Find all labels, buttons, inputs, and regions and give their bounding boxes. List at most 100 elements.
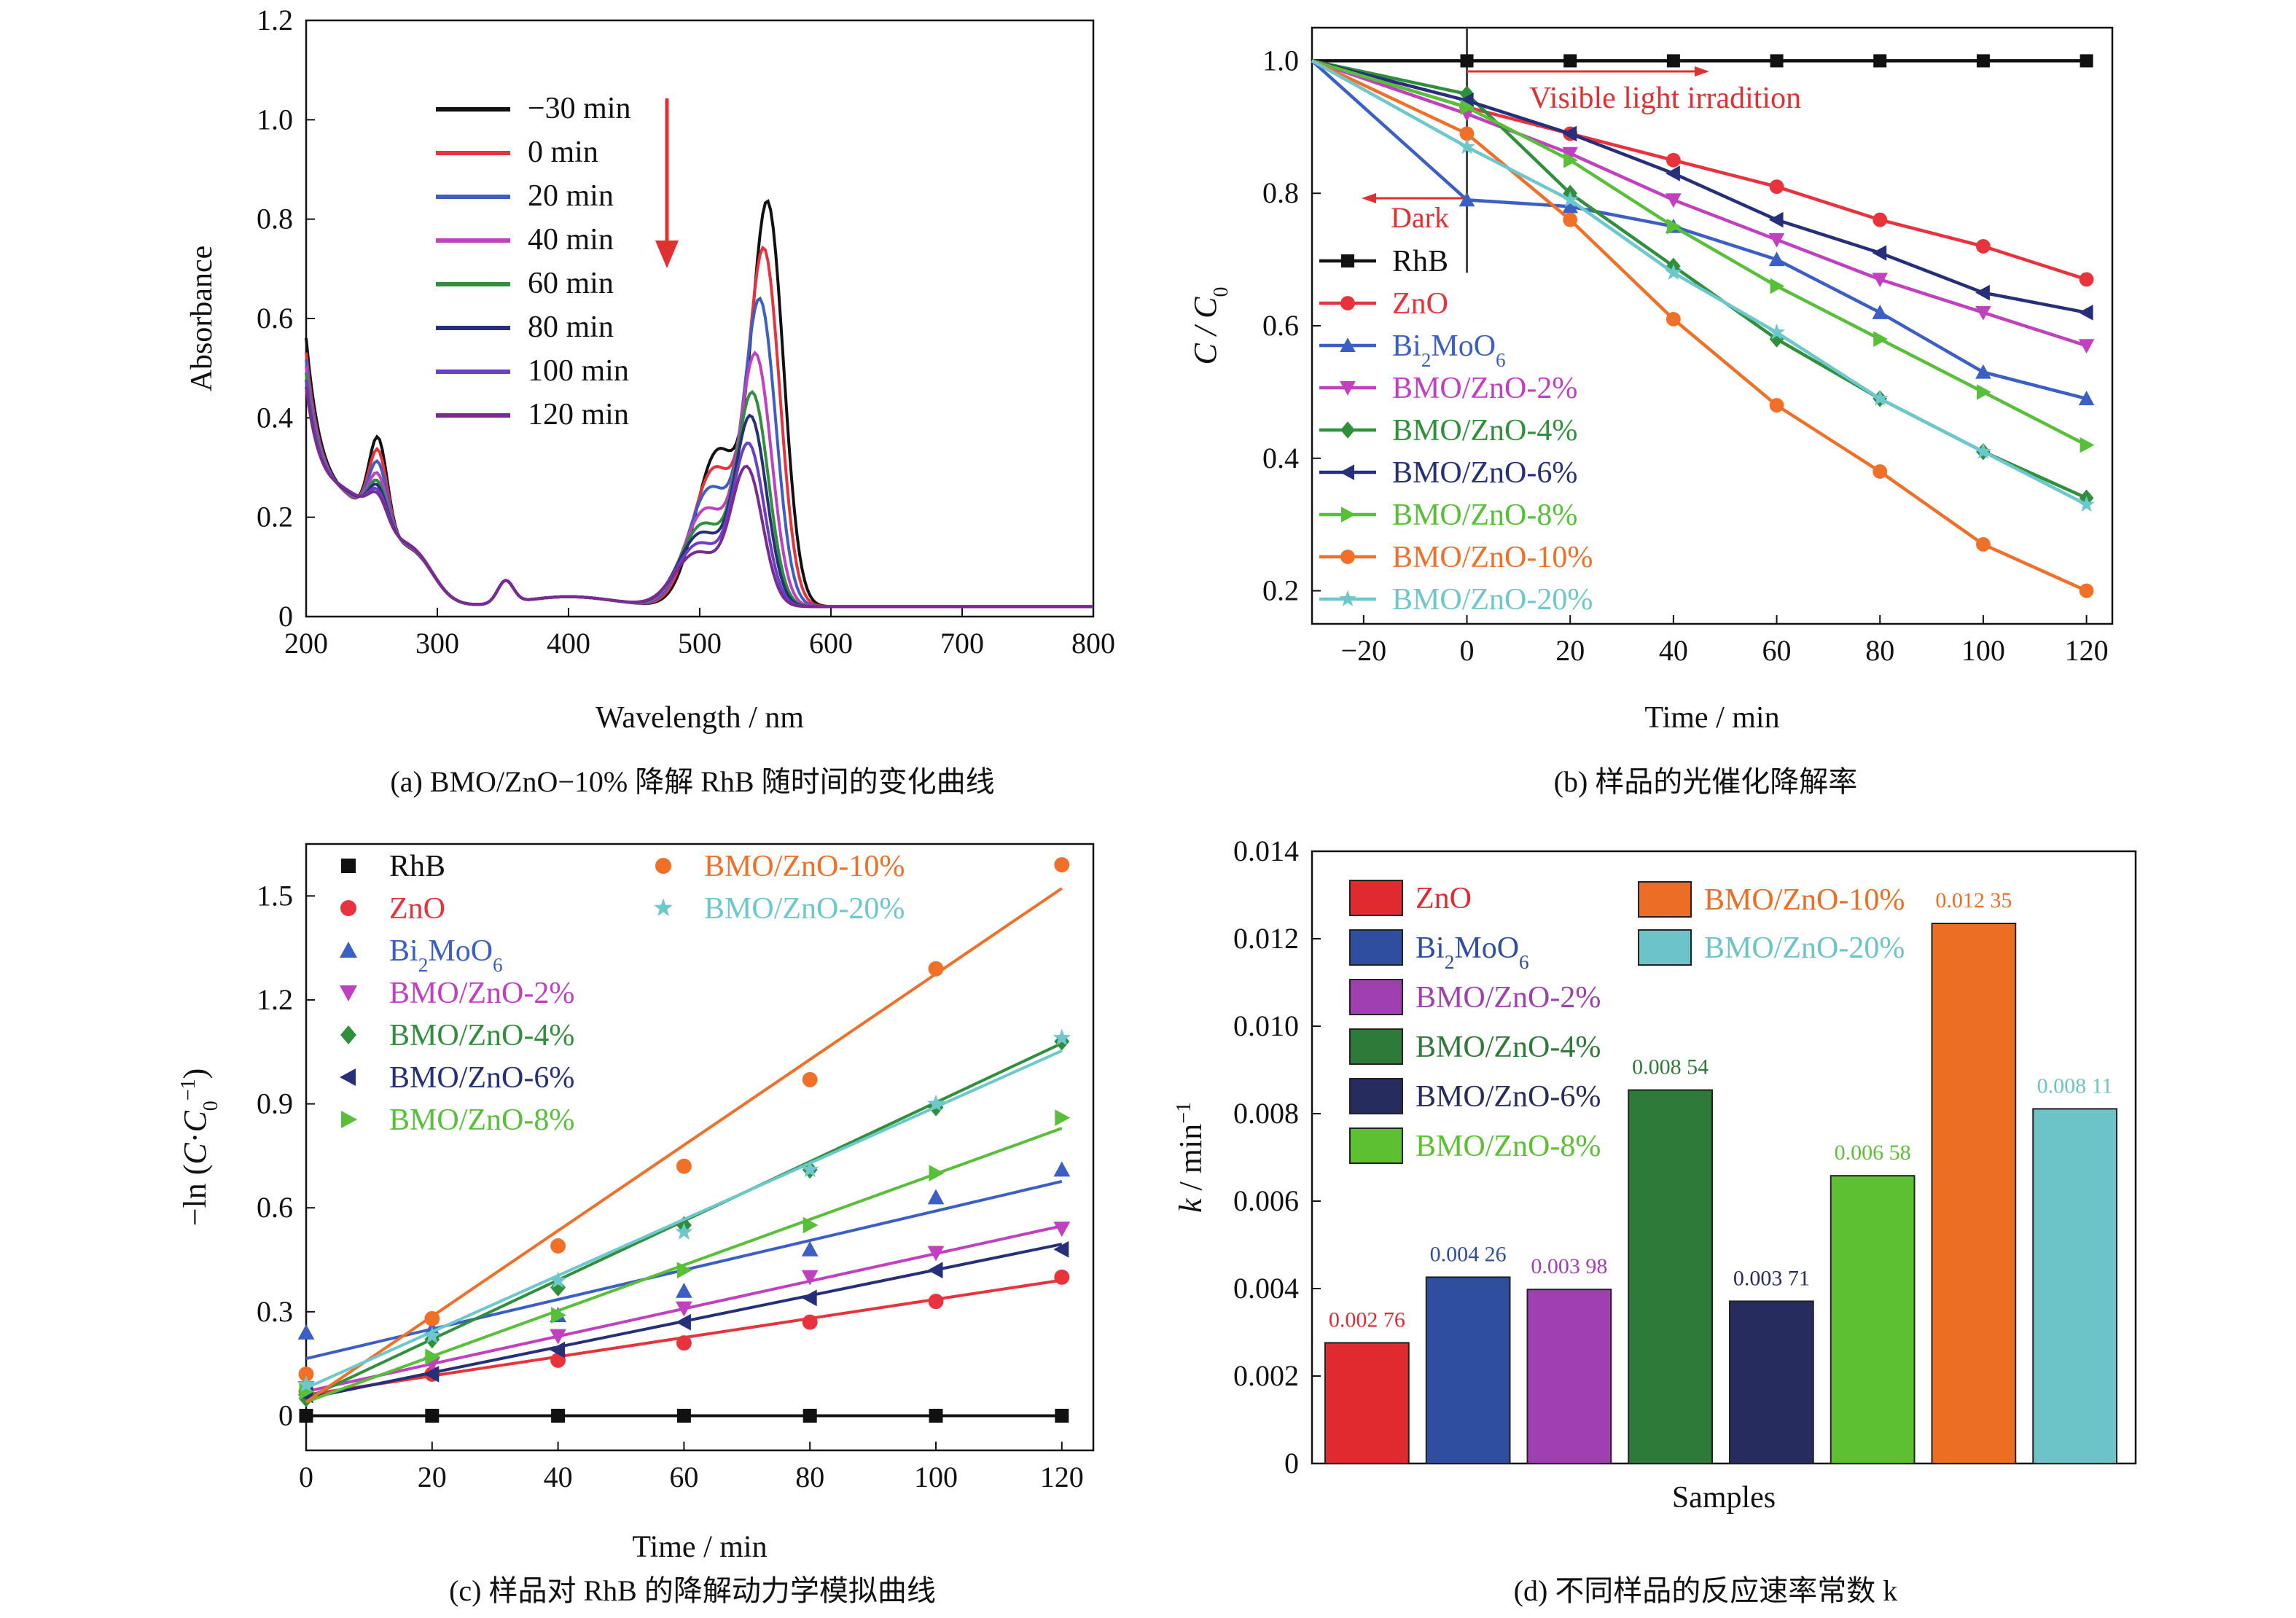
data-point xyxy=(929,1408,943,1423)
y-tick-label: 0.8 xyxy=(257,203,293,235)
plot-frame-a xyxy=(305,19,1095,618)
caption-d: (d) 不同样品的反应速率常数 k xyxy=(1514,1574,1898,1607)
y-tick-label: 0.2 xyxy=(257,501,293,534)
bar xyxy=(1324,1342,1410,1465)
y-tick-label: 0.3 xyxy=(257,1295,293,1328)
data-point xyxy=(424,1310,440,1326)
bar-value-label: 0.006 58 xyxy=(1835,1141,1911,1165)
data-point xyxy=(2078,339,2095,354)
legend-label: BMO/ZnO-4% xyxy=(389,1019,574,1052)
x-tick-label: 0 xyxy=(299,1461,313,1493)
decrease-arrowhead xyxy=(655,241,679,268)
series-line xyxy=(1311,59,2088,401)
legend-marker xyxy=(1340,550,1355,564)
data-point xyxy=(1976,384,1991,400)
bar-value-label: 0.008 54 xyxy=(1632,1055,1709,1079)
legend-label: 20 min xyxy=(528,179,614,213)
data-point xyxy=(423,1366,440,1383)
legend-label: Bi2MoO6 xyxy=(1392,329,1506,371)
bar xyxy=(1729,1300,1814,1465)
x-tick-label: 20 xyxy=(418,1461,447,1493)
data-point xyxy=(1666,152,1681,168)
legend-marker xyxy=(1340,421,1355,439)
x-axis-title: Samples xyxy=(1672,1481,1776,1515)
data-point xyxy=(550,1341,566,1359)
y-axis-title: −ln (C·C0−1) xyxy=(177,1068,222,1227)
y-tick-label: 0.6 xyxy=(257,302,293,335)
data-point xyxy=(425,1348,441,1366)
data-point xyxy=(550,1278,566,1297)
data-point xyxy=(1563,152,1578,168)
x-tick-label: 400 xyxy=(547,627,590,660)
y-tick-label: 0.012 xyxy=(1233,922,1299,955)
series-line xyxy=(1311,59,2088,593)
data-point xyxy=(926,1094,945,1111)
legend-marker xyxy=(1340,337,1356,352)
data-point xyxy=(1460,54,1474,68)
data-point xyxy=(928,1294,944,1310)
data-point xyxy=(675,1222,693,1240)
legend-label: 100 min xyxy=(528,354,629,388)
legend-label: BMO/ZnO-6% xyxy=(1416,1080,1601,1114)
data-point xyxy=(676,1313,691,1331)
legend-label: ZnO xyxy=(389,892,445,926)
x-tick-label: 80 xyxy=(795,1461,824,1493)
x-tick-label: −20 xyxy=(1341,634,1387,667)
legend-label: BMO/ZnO-4% xyxy=(1416,1031,1601,1064)
legend-label: BMO/ZnO-8% xyxy=(389,1103,574,1137)
data-point xyxy=(1055,1109,1071,1126)
data-point xyxy=(1666,193,1682,208)
data-point xyxy=(1562,198,1578,214)
x-tick-label: 300 xyxy=(415,627,459,660)
plot-frame-c xyxy=(305,843,1095,1452)
legend-label: BMO/ZnO-10% xyxy=(1704,883,1905,917)
legend-label: Bi2MoO6 xyxy=(389,934,503,976)
x-tick-label: 600 xyxy=(809,627,853,660)
legend-label: BMO/ZnO-8% xyxy=(1416,1130,1601,1163)
legend-marker xyxy=(340,900,356,916)
data-point xyxy=(2079,272,2094,287)
data-point xyxy=(1666,218,1682,235)
legend-label: BMO/ZnO-2% xyxy=(1416,981,1601,1015)
panel-a: 200 300 400 500 600 700 800 0 0.2 0.4 0.6 0.8 1.0 1.2… xyxy=(185,4,1115,798)
y-tick-label: 0.014 xyxy=(1233,835,1299,867)
data-point xyxy=(801,1270,819,1286)
data-point xyxy=(297,1375,316,1392)
data-point xyxy=(1873,54,1887,68)
data-point xyxy=(802,1314,818,1330)
data-point xyxy=(551,1408,566,1423)
caption-b: (b) 样品的光催化降解率 xyxy=(1554,765,1858,798)
legend-marker xyxy=(1341,254,1354,267)
legend-marker xyxy=(1340,296,1355,310)
data-point xyxy=(1054,857,1070,872)
data-point xyxy=(2078,391,2095,405)
x-tick-label: 100 xyxy=(1961,634,2005,667)
data-point xyxy=(2079,583,2094,598)
y-tick-label: 0.8 xyxy=(1262,176,1299,209)
data-point xyxy=(1873,212,1888,227)
bar xyxy=(2032,1108,2117,1465)
series-line xyxy=(1311,59,2088,315)
data-point xyxy=(551,1307,566,1324)
data-point xyxy=(1872,305,1889,319)
legend-marker xyxy=(340,942,357,958)
data-point xyxy=(1769,398,1784,413)
y-tick-label: 1.0 xyxy=(1262,44,1299,77)
y-tick-label: 0.006 xyxy=(1233,1184,1299,1217)
x-tick-label: 500 xyxy=(678,627,722,660)
y-axis-title: Absorbance xyxy=(185,246,219,392)
data-point xyxy=(1053,1240,1069,1258)
visible-arrowhead xyxy=(1695,66,1709,77)
legend-label: BMO/ZnO-10% xyxy=(704,850,905,883)
legend-swatch xyxy=(1349,1078,1403,1114)
spectrum-line xyxy=(305,351,1093,609)
legend-label: BMO/ZnO-6% xyxy=(1392,456,1577,490)
y-tick-label: 0.2 xyxy=(1262,574,1299,607)
data-point xyxy=(1768,323,1786,340)
legend-label: ZnO xyxy=(1416,882,1472,915)
data-point xyxy=(425,1408,440,1423)
data-point xyxy=(676,1301,692,1317)
legend-swatch xyxy=(1349,880,1403,916)
legend-label: 120 min xyxy=(528,398,629,431)
data-point xyxy=(803,1216,819,1234)
